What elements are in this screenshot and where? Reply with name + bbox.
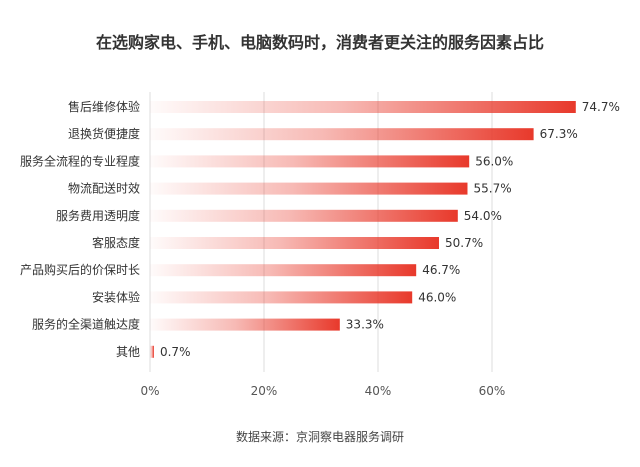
category-label: 物流配送时效 — [68, 181, 140, 196]
data-label: 33.3% — [346, 318, 384, 332]
category-label: 其他 — [116, 345, 140, 359]
x-tick-label: 20% — [251, 384, 278, 398]
category-label: 安装体验 — [92, 289, 140, 304]
category-label: 售后维修体验 — [68, 99, 140, 114]
category-label: 服务的全渠道触达度 — [32, 317, 140, 332]
value-labels: 74.7% 67.3% 56.0% 55.7% 54.0% 50.7% 46.7% 46.0%… — [160, 100, 620, 359]
bar — [150, 128, 534, 141]
bar — [150, 101, 576, 113]
x-tick-label: 0% — [140, 384, 159, 398]
chart-title: 在选购家电、手机、电脑数码时，消费者更关注的服务因素占比 — [96, 33, 544, 52]
bar — [150, 291, 413, 304]
bars — [150, 101, 576, 358]
x-axis-ticks: 0% 20% 40% 60% — [140, 384, 505, 398]
data-label: 46.0% — [418, 290, 456, 304]
bar — [150, 182, 468, 195]
bar — [150, 318, 340, 331]
x-tick-label: 40% — [365, 384, 392, 398]
data-label: 0.7% — [160, 345, 191, 359]
data-label: 55.7% — [473, 182, 511, 196]
data-label: 74.7% — [582, 100, 620, 114]
data-label: 50.7% — [445, 236, 483, 250]
category-label: 服务费用透明度 — [56, 208, 140, 223]
category-label: 服务全流程的专业程度 — [20, 153, 140, 168]
category-label: 客服态度 — [92, 235, 140, 250]
bar — [150, 237, 439, 249]
category-label: 退换货便捷度 — [68, 126, 140, 141]
bar — [150, 209, 458, 222]
bar — [150, 155, 470, 168]
data-label: 54.0% — [464, 209, 502, 223]
bar — [150, 345, 154, 358]
source-note: 数据来源：京洞察电器服务调研 — [236, 429, 404, 444]
data-label: 67.3% — [540, 127, 578, 141]
data-label: 46.7% — [422, 263, 460, 277]
x-tick-label: 60% — [479, 384, 506, 398]
category-label: 产品购买后的价保时长 — [20, 262, 140, 277]
data-label: 56.0% — [475, 154, 513, 168]
category-labels: 售后维修体验退换货便捷度服务全流程的专业程度物流配送时效服务费用透明度客服态度产… — [20, 99, 140, 359]
bar — [150, 264, 417, 277]
